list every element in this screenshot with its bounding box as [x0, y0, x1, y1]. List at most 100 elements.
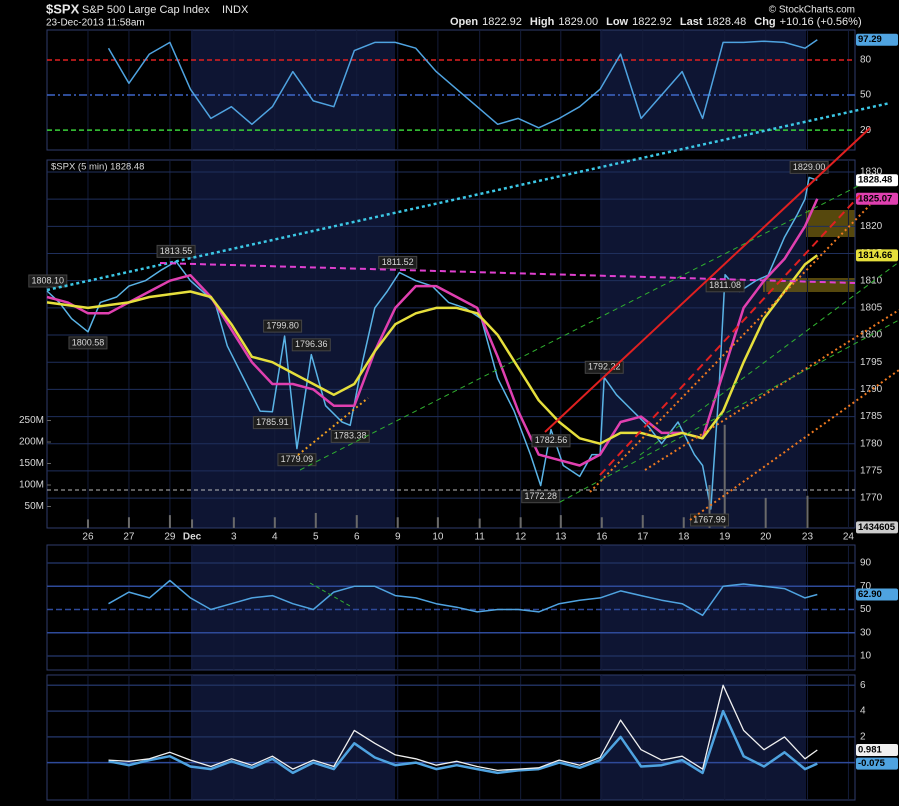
last-value-box [856, 249, 898, 262]
volume-bar [396, 517, 399, 528]
x-tick-label: 10 [432, 532, 444, 543]
y-tick-label: 30 [860, 627, 872, 638]
annotation: 1783.38 [334, 431, 367, 441]
credit: © StockCharts.com [769, 5, 855, 16]
exchange: INDX [222, 4, 249, 16]
last-value-box [856, 33, 898, 46]
quote-label: Open [450, 16, 478, 28]
y-tick-label: 70 [860, 581, 872, 592]
trendline [159, 262, 856, 284]
last-value-label: 1434605 [858, 522, 896, 533]
x-tick-label: 3 [231, 532, 237, 543]
annotation: 1811.52 [382, 257, 414, 267]
last-value-label: 1814.66 [858, 250, 892, 261]
volume-bar [559, 515, 562, 528]
trendline [589, 204, 871, 493]
annotation: 1767.99 [693, 514, 726, 524]
x-tick-label: 5 [313, 532, 319, 543]
last-value-label: 1825.07 [858, 193, 892, 204]
annotation-box [521, 490, 561, 504]
x-tick-label: 12 [515, 532, 527, 543]
trendline [559, 319, 899, 503]
quote: Open 1822.92 High 1829.00 Low 1822.92 Last 1828… [450, 16, 862, 28]
volume-bar [314, 512, 317, 528]
annotation: 1811.08 [709, 280, 741, 290]
volume-bar [723, 424, 726, 528]
annotation-box [156, 244, 196, 258]
annotation: 1772.28 [524, 491, 557, 501]
last-value-box [856, 521, 898, 534]
y-tick-label: 6 [860, 680, 866, 691]
quote-label: Chg [754, 16, 775, 28]
volume-bar [436, 517, 439, 528]
plot: 20508097.2917701775178017851790179518001… [19, 29, 898, 801]
x-tick-label: 13 [555, 532, 567, 543]
trendlines [46, 101, 899, 607]
annotation-box [28, 274, 68, 288]
x-tick-label: 19 [719, 532, 731, 543]
annotation: 1779.09 [281, 454, 314, 464]
x-tick-label: 6 [354, 532, 360, 543]
last-value-label: 62.90 [858, 589, 882, 600]
y2-tick-label: 100M [19, 480, 44, 491]
y-tick-label: 1775 [860, 466, 883, 477]
annotation: 1800.58 [72, 337, 105, 347]
y-tick-label: 4 [860, 706, 866, 717]
x-tick-label: 18 [678, 532, 690, 543]
trendline [309, 582, 351, 607]
series-line [108, 579, 818, 617]
volume-bar [86, 519, 89, 528]
annotation-box [584, 360, 624, 374]
quote-value: 1828.48 [707, 16, 747, 28]
y-tick-label: 20 [860, 125, 872, 136]
volume-bar [273, 517, 276, 528]
annotation-box [68, 336, 108, 350]
y-tick-label: 1805 [860, 302, 883, 313]
y2-tick-label: 50M [25, 501, 44, 512]
trendline [599, 194, 861, 476]
week-band [600, 30, 806, 150]
y-tick-label: 1785 [860, 411, 883, 422]
week-band [600, 160, 806, 528]
volume-bar [478, 518, 481, 528]
annotation: 1785.91 [256, 417, 289, 427]
volume-bar [519, 517, 522, 528]
volume-bar [641, 515, 644, 528]
volume-bar [600, 517, 603, 528]
symbol: $SPX [46, 1, 80, 16]
last-value-box [856, 174, 898, 187]
y2-tick-label: 200M [19, 437, 44, 448]
x-tick-label: 23 [802, 532, 814, 543]
panel-frame [46, 29, 856, 151]
series-line [46, 176, 818, 510]
series-line [46, 254, 819, 445]
y-tick-label: 1820 [860, 221, 883, 232]
volume-bar [764, 497, 767, 528]
y-tick-label: 1790 [860, 384, 883, 395]
volume-bar [708, 485, 711, 528]
annotation: 1813.55 [160, 246, 193, 256]
y-tick-label: 50 [860, 604, 872, 615]
last-value-box [856, 588, 898, 601]
panel-frame [46, 544, 856, 671]
volume-bar [127, 517, 130, 528]
annotation: 1792.22 [588, 362, 621, 372]
x-tick-label: 17 [637, 532, 649, 543]
y-tick-label: 1770 [860, 493, 883, 504]
y2-tick-label: 150M [19, 458, 44, 469]
week-band [191, 545, 395, 670]
x-tick-label: 27 [123, 532, 135, 543]
x-tick-label: 4 [272, 532, 278, 543]
annotation: 1782.56 [535, 435, 568, 445]
last-value-label: -0.075 [858, 758, 886, 769]
volume-bar [232, 517, 235, 528]
quote-label: Last [680, 16, 703, 28]
y-tick-label: 1780 [860, 438, 883, 449]
volume-bar [191, 519, 194, 528]
x-tick-label: 20 [760, 532, 772, 543]
x-tick-label: 26 [82, 532, 94, 543]
x-tick-label: Dec [183, 532, 202, 543]
annotation: 1808.10 [32, 275, 65, 285]
